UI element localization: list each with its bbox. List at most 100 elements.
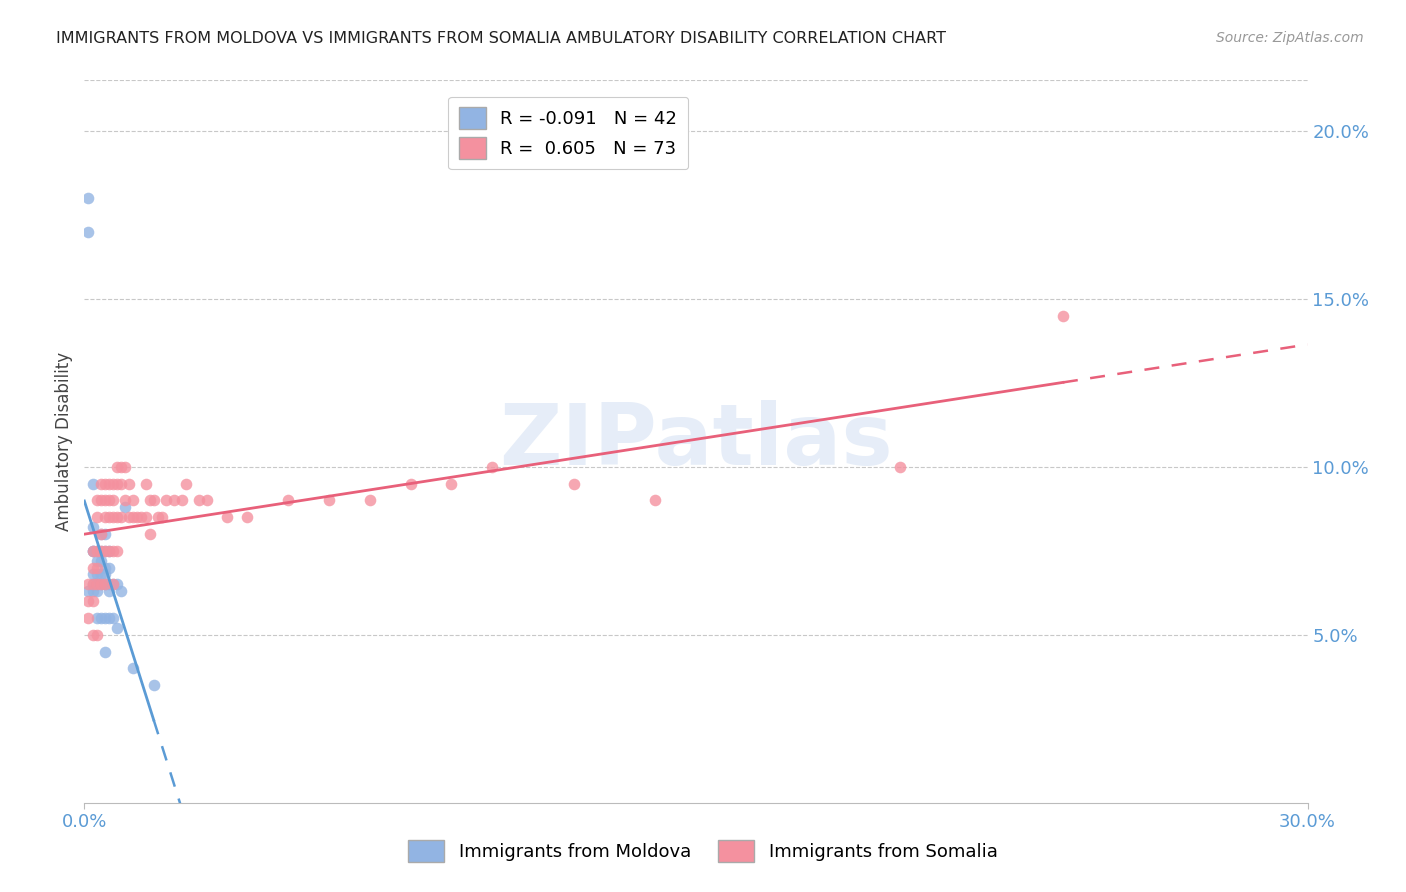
Point bbox=[114, 459, 136, 474]
Point bbox=[562, 476, 585, 491]
Point bbox=[644, 493, 666, 508]
Point bbox=[101, 577, 124, 591]
Point bbox=[97, 611, 120, 625]
Point bbox=[90, 577, 112, 591]
Point bbox=[105, 476, 128, 491]
Point bbox=[90, 493, 112, 508]
Point bbox=[110, 510, 132, 524]
Point bbox=[82, 520, 104, 534]
Point bbox=[174, 476, 197, 491]
Point bbox=[86, 567, 108, 582]
Point bbox=[118, 510, 141, 524]
Point bbox=[97, 476, 120, 491]
Point bbox=[236, 510, 259, 524]
Point bbox=[889, 459, 911, 474]
Legend: R = -0.091   N = 42, R =  0.605   N = 73: R = -0.091 N = 42, R = 0.605 N = 73 bbox=[449, 96, 688, 169]
Point bbox=[90, 554, 112, 568]
Point bbox=[101, 611, 124, 625]
Point bbox=[138, 493, 160, 508]
Point bbox=[277, 493, 299, 508]
Point bbox=[135, 476, 157, 491]
Point bbox=[217, 510, 239, 524]
Point bbox=[101, 543, 124, 558]
Point bbox=[93, 493, 115, 508]
Point bbox=[93, 476, 115, 491]
Point bbox=[93, 567, 115, 582]
Point bbox=[110, 459, 132, 474]
Point bbox=[90, 577, 112, 591]
Point bbox=[93, 577, 115, 591]
Point bbox=[82, 577, 104, 591]
Point bbox=[101, 476, 124, 491]
Point bbox=[90, 567, 112, 582]
Point bbox=[86, 584, 108, 599]
Point bbox=[77, 577, 100, 591]
Point bbox=[82, 543, 104, 558]
Point bbox=[77, 225, 100, 239]
Point bbox=[1052, 309, 1074, 323]
Point bbox=[86, 543, 108, 558]
Point bbox=[114, 500, 136, 514]
Point bbox=[105, 543, 128, 558]
Point bbox=[90, 527, 112, 541]
Point bbox=[90, 543, 112, 558]
Point bbox=[97, 560, 120, 574]
Point bbox=[138, 527, 160, 541]
Point bbox=[122, 493, 145, 508]
Point bbox=[101, 493, 124, 508]
Point bbox=[86, 510, 108, 524]
Point bbox=[187, 493, 209, 508]
Point bbox=[82, 584, 104, 599]
Text: IMMIGRANTS FROM MOLDOVA VS IMMIGRANTS FROM SOMALIA AMBULATORY DISABILITY CORRELA: IMMIGRANTS FROM MOLDOVA VS IMMIGRANTS FR… bbox=[56, 31, 946, 46]
Point bbox=[82, 543, 104, 558]
Point bbox=[440, 476, 463, 491]
Point bbox=[146, 510, 169, 524]
Point bbox=[127, 510, 149, 524]
Point bbox=[163, 493, 186, 508]
Point bbox=[131, 510, 153, 524]
Point bbox=[86, 560, 108, 574]
Point bbox=[86, 628, 108, 642]
Point bbox=[82, 594, 104, 608]
Point bbox=[135, 510, 157, 524]
Point bbox=[318, 493, 340, 508]
Text: ZIPatlas: ZIPatlas bbox=[499, 400, 893, 483]
Point bbox=[93, 577, 115, 591]
Point bbox=[114, 493, 136, 508]
Point bbox=[97, 510, 120, 524]
Point bbox=[97, 543, 120, 558]
Point bbox=[122, 661, 145, 675]
Point bbox=[97, 584, 120, 599]
Point bbox=[77, 584, 100, 599]
Point bbox=[118, 476, 141, 491]
Point bbox=[155, 493, 177, 508]
Point bbox=[86, 493, 108, 508]
Point bbox=[481, 459, 503, 474]
Point bbox=[82, 476, 104, 491]
Text: Source: ZipAtlas.com: Source: ZipAtlas.com bbox=[1216, 31, 1364, 45]
Point bbox=[90, 611, 112, 625]
Point bbox=[150, 510, 173, 524]
Point bbox=[86, 611, 108, 625]
Point bbox=[82, 577, 104, 591]
Point bbox=[77, 191, 100, 205]
Point bbox=[77, 594, 100, 608]
Point bbox=[97, 543, 120, 558]
Point bbox=[86, 554, 108, 568]
Point bbox=[142, 493, 165, 508]
Point bbox=[90, 527, 112, 541]
Point bbox=[105, 459, 128, 474]
Point bbox=[82, 567, 104, 582]
Point bbox=[90, 476, 112, 491]
Point bbox=[101, 510, 124, 524]
Point bbox=[105, 577, 128, 591]
Point bbox=[82, 628, 104, 642]
Point bbox=[86, 577, 108, 591]
Point bbox=[110, 476, 132, 491]
Point bbox=[93, 560, 115, 574]
Point bbox=[105, 621, 128, 635]
Point bbox=[90, 543, 112, 558]
Point bbox=[105, 510, 128, 524]
Point bbox=[122, 510, 145, 524]
Point bbox=[93, 611, 115, 625]
